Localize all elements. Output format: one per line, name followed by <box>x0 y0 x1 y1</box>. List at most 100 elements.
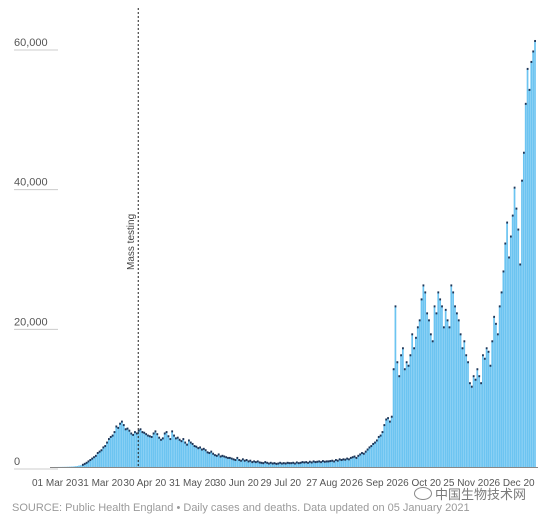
bar <box>182 439 185 467</box>
bar-top-marker <box>256 460 259 463</box>
bar-top-marker <box>523 151 525 154</box>
bar <box>411 334 414 467</box>
bar <box>189 442 192 467</box>
bar <box>184 442 186 467</box>
bar <box>383 425 386 467</box>
bar-top-marker <box>212 452 215 455</box>
bar-top-marker <box>303 461 306 464</box>
bar-top-marker <box>143 431 146 434</box>
bar <box>346 458 348 467</box>
bar <box>361 453 363 467</box>
bar <box>141 432 144 467</box>
bar <box>215 455 218 467</box>
x-tick-label: 27 Aug 20 <box>306 478 351 489</box>
bar-top-marker <box>526 67 529 70</box>
bar <box>284 463 287 467</box>
bar-top-marker <box>454 305 456 308</box>
bar-top-marker <box>96 452 99 455</box>
bar-top-marker <box>268 462 270 465</box>
bar <box>362 453 365 467</box>
bar <box>314 462 317 467</box>
bar <box>161 438 164 467</box>
bar <box>472 376 475 467</box>
bar <box>429 334 432 467</box>
bar-top-marker <box>108 438 110 441</box>
bar-top-marker <box>134 431 136 434</box>
bar <box>260 462 263 467</box>
bar <box>258 462 261 467</box>
bar <box>509 236 512 467</box>
bar <box>295 462 298 467</box>
bar <box>214 455 216 467</box>
bar <box>219 456 222 467</box>
bar <box>364 451 367 467</box>
bar <box>511 215 514 467</box>
bar <box>502 271 505 467</box>
bar-top-marker <box>422 284 425 287</box>
bar <box>111 435 114 467</box>
bar-top-marker <box>188 439 190 442</box>
bar <box>275 463 278 467</box>
bar-top-marker <box>387 417 389 420</box>
bar-top-marker <box>509 235 512 238</box>
bar <box>357 455 360 467</box>
bar-top-marker <box>236 456 239 459</box>
bar-top-marker <box>225 456 228 459</box>
bar <box>294 463 296 467</box>
bar-top-marker <box>368 446 371 449</box>
bar <box>331 460 333 467</box>
bar <box>405 362 408 467</box>
bar-top-marker <box>93 456 95 459</box>
bar-top-marker <box>297 462 300 465</box>
bar <box>85 462 88 467</box>
mass-testing-label: Mass testing <box>126 214 137 270</box>
wechat-logo-icon <box>414 487 432 500</box>
bar <box>234 460 237 467</box>
bar <box>107 439 110 467</box>
bar-top-marker <box>396 361 399 364</box>
bar-top-marker <box>219 455 222 458</box>
bar <box>80 465 82 467</box>
bar <box>139 429 142 467</box>
bar <box>201 449 203 467</box>
bar-top-marker <box>532 50 535 53</box>
bar <box>433 306 436 467</box>
bar-top-marker <box>158 436 161 439</box>
bar <box>98 451 101 467</box>
bar <box>318 461 320 467</box>
bar <box>398 376 400 467</box>
bar-top-marker <box>191 442 194 445</box>
bar <box>442 327 445 467</box>
bar <box>158 437 160 467</box>
bar-top-marker <box>476 368 479 371</box>
bar <box>307 462 309 467</box>
bar-top-marker <box>528 88 531 91</box>
bar-top-marker <box>176 436 179 439</box>
bar <box>297 463 300 467</box>
bar-top-marker <box>415 336 417 339</box>
bar-top-marker <box>301 461 304 464</box>
bar-top-marker <box>89 459 92 462</box>
bar-top-marker <box>374 441 376 444</box>
bar <box>312 461 315 467</box>
bar <box>273 463 276 467</box>
bar <box>173 435 175 467</box>
bar <box>418 320 421 467</box>
bar-top-marker <box>310 461 313 464</box>
bar <box>375 440 378 467</box>
bar <box>336 460 339 467</box>
bar <box>251 462 253 467</box>
bar <box>301 462 304 467</box>
bar-top-marker <box>195 445 198 448</box>
bar <box>221 455 224 467</box>
bar-top-marker <box>132 433 134 436</box>
bar <box>134 432 136 467</box>
bar-top-marker <box>344 458 347 461</box>
bar <box>474 379 477 467</box>
bar-top-marker <box>508 256 510 259</box>
bar <box>366 449 369 467</box>
bar-top-marker <box>389 420 391 423</box>
bar-top-marker <box>206 451 209 454</box>
bar <box>370 446 373 467</box>
bar <box>91 458 93 467</box>
